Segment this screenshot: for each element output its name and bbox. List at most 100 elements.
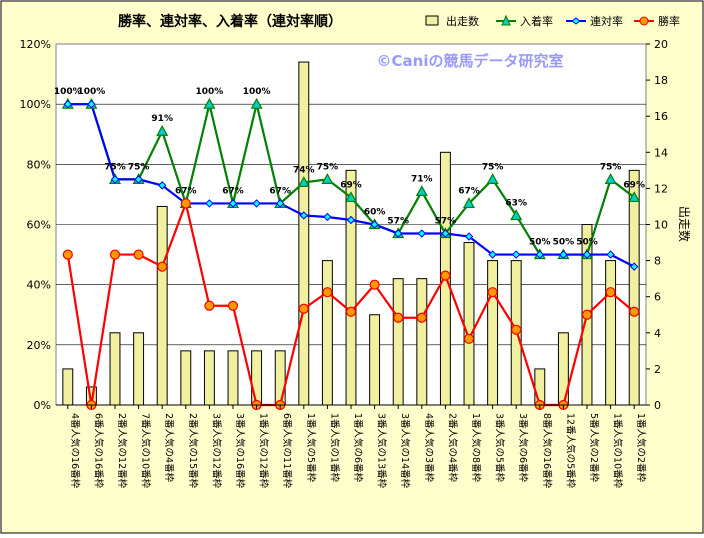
y2-axis-label: 出走数 <box>677 206 692 242</box>
y-tick-label: 60% <box>27 219 51 232</box>
data-label: 100% <box>243 87 271 97</box>
data-point <box>393 229 403 238</box>
data-point <box>441 229 450 238</box>
bar <box>487 260 499 406</box>
y2-tick-label: 6 <box>654 291 661 304</box>
data-point <box>157 261 168 272</box>
data-point <box>228 199 238 208</box>
bar <box>156 205 168 406</box>
data-point <box>180 198 191 209</box>
data-label: 100% <box>195 87 223 97</box>
data-point <box>323 212 332 222</box>
data-point <box>322 287 333 298</box>
x-tick-label: 1番人気の8番枠 <box>470 413 482 483</box>
data-point <box>370 220 379 229</box>
x-tick-label: 1番人気の5番枠 <box>305 413 317 483</box>
data-point <box>346 215 356 225</box>
data-label: 100% <box>54 87 82 97</box>
y2-tick-label: 8 <box>654 255 661 268</box>
y2-tick-label: 4 <box>654 327 661 340</box>
legend-label: 勝率 <box>658 14 680 28</box>
legend-label: 入着率 <box>520 14 553 28</box>
x-tick-label: 8番人気の16番枠 <box>541 413 553 489</box>
data-label: 57% <box>435 217 457 227</box>
y-tick-label: 100% <box>20 98 51 111</box>
x-tick-label: 12番人気の5番枠 <box>564 413 576 489</box>
data-point <box>463 333 475 344</box>
x-tick-label: 2番人気の12番枠 <box>116 413 128 489</box>
data-label: 60% <box>364 208 386 218</box>
data-point <box>110 175 120 184</box>
bar <box>180 350 192 406</box>
legend-marker <box>639 16 649 26</box>
data-point <box>415 185 428 197</box>
bar <box>62 368 74 406</box>
bar <box>628 169 640 406</box>
data-point <box>582 250 592 259</box>
data-point <box>297 176 310 187</box>
data-label: 71% <box>411 174 433 184</box>
bar <box>345 169 357 406</box>
data-point <box>369 279 380 290</box>
bar <box>534 368 546 406</box>
x-tick-label: 1番人気の2番枠 <box>635 413 647 483</box>
y2-tick-label: 16 <box>654 110 668 123</box>
data-point <box>133 249 144 260</box>
watermark-text: ©Caniの競馬データ研究室 <box>377 52 564 70</box>
y2-tick-label: 18 <box>654 74 668 87</box>
bar <box>203 350 215 406</box>
data-label: 75% <box>482 162 504 172</box>
data-point <box>487 287 498 298</box>
data-label: 67% <box>458 186 480 196</box>
data-point <box>510 209 523 221</box>
data-point <box>416 312 427 323</box>
data-point <box>157 181 167 190</box>
data-point <box>464 232 474 241</box>
legend-marker <box>501 14 511 26</box>
bar <box>109 332 121 406</box>
data-point <box>345 306 357 317</box>
y2-tick-label: 14 <box>654 146 668 159</box>
data-point <box>488 250 497 259</box>
axes: 0% 20% 40% 60% 80% 100% 120% 0 2 4 6 8 10 12 14 16 18 20 4… <box>20 38 668 489</box>
data-point <box>606 250 615 259</box>
data-point <box>344 191 358 203</box>
y-tick-label: 80% <box>27 158 51 171</box>
bar <box>251 350 263 406</box>
bar <box>274 350 286 406</box>
legend: 出走数 入着率 連対率 勝率 <box>425 14 680 28</box>
data-point <box>156 125 169 136</box>
y2-tick-label: 10 <box>654 219 668 232</box>
y-tick-label: 20% <box>27 339 51 352</box>
data-point <box>629 262 639 271</box>
data-label: 69% <box>623 180 645 190</box>
legend-swatch <box>425 15 439 26</box>
data-point <box>393 312 404 323</box>
bar <box>369 314 381 406</box>
data-point <box>511 324 522 335</box>
x-tick-label: 5番人気の2番枠 <box>588 413 600 483</box>
x-tick-label: 1番人気の1番枠 <box>328 413 340 483</box>
data-point <box>250 97 263 109</box>
data-label: 63% <box>505 198 527 208</box>
legend-label: 出走数 <box>446 14 479 28</box>
marker-series <box>61 97 641 411</box>
data-point <box>109 249 121 260</box>
data-label: 57% <box>387 217 409 227</box>
x-tick-label: 6番人気の11番枠 <box>281 413 293 489</box>
y2-tick-label: 12 <box>654 182 668 195</box>
x-tick-label: 3番人気の16番枠 <box>234 413 246 489</box>
data-point <box>605 287 616 298</box>
chart-title: 勝率、連対率、入着率（連対率順） <box>118 13 342 30</box>
data-point <box>203 97 216 109</box>
data-label: 50% <box>553 238 575 248</box>
data-point <box>252 199 261 208</box>
data-point <box>204 300 215 311</box>
bar <box>227 350 239 406</box>
bar <box>133 332 145 406</box>
y-tick-label: 0% <box>34 399 51 412</box>
x-tick-label: 3番人気の13番枠 <box>376 413 388 489</box>
data-point <box>299 211 309 220</box>
data-label: 67% <box>175 186 197 196</box>
